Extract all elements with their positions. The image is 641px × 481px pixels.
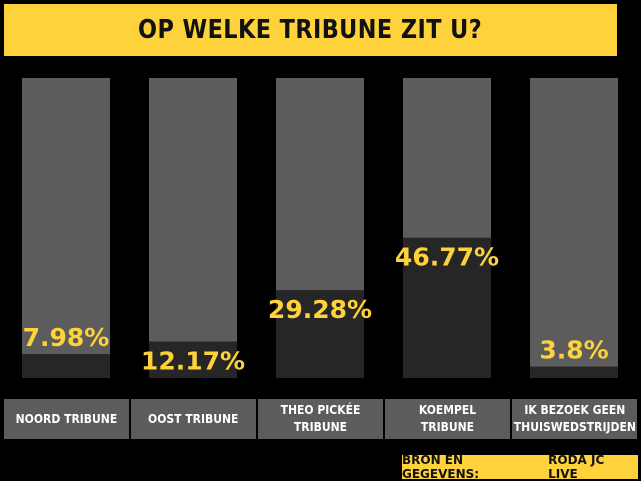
bar-theo-pickee-tribune [276,290,364,378]
bar-track-ik-bezoek-geen-thuiswedstrijden [530,78,618,378]
bar-noord-tribune [22,354,110,378]
value-label-ik-bezoek-geen-thuiswedstrijden: 3.8% [539,336,608,365]
category-label-koempel-tribune: KOEMPEL TRIBUNE [385,399,510,439]
category-label-noord-tribune: NOORD TRIBUNE [4,399,129,439]
source-label: BRON EN GEGEVENS: [402,453,480,481]
bar-koempel-tribune [403,237,491,378]
value-label-koempel-tribune: 46.77% [395,243,499,272]
bar-oost-tribune [149,341,237,378]
bar-ik-bezoek-geen-thuiswedstrijden [530,366,618,378]
value-label-noord-tribune: 7.98% [23,323,110,352]
title-banner: OP WELKE TRIBUNE ZIT U? [4,4,617,56]
bar-track-noord-tribune [22,78,110,378]
source-credit: BRON EN GEGEVENS: RODA JC LIVE [402,453,638,481]
value-label-oost-tribune: 12.17% [141,346,245,375]
category-label-ik-bezoek-geen-thuiswedstrijden: IK BEZOEK GEEN THUISWEDSTRIJDEN [512,399,637,439]
value-label-theo-pickee-tribune: 29.28% [268,295,372,324]
source-name: RODA JC LIVE [548,453,605,481]
category-label-theo-pickee-tribune: THEO PICKÉE TRIBUNE [258,399,383,439]
category-label-oost-tribune: OOST TRIBUNE [131,399,256,439]
bar-track-oost-tribune [149,78,237,378]
chart-title: OP WELKE TRIBUNE ZIT U? [138,15,483,45]
